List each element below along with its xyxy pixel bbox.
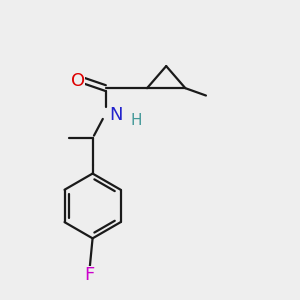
Text: H: H <box>131 113 142 128</box>
Text: F: F <box>85 266 95 284</box>
Text: N: N <box>110 106 123 124</box>
Text: O: O <box>71 72 85 90</box>
